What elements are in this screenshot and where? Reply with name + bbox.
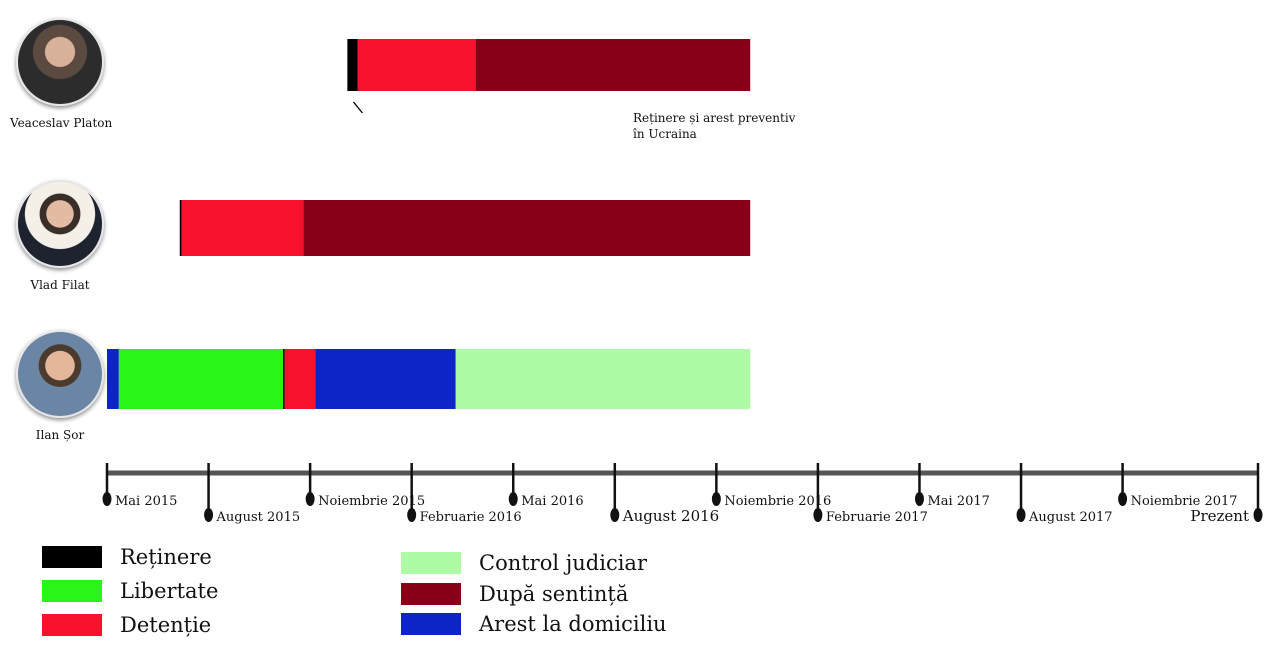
bar-segment-dupa-sentinta — [475, 39, 751, 91]
legend-swatch — [401, 613, 461, 635]
annotation-pointer — [352, 101, 363, 114]
person-name: Vlad Filat — [30, 278, 90, 292]
axis-tick: Mai 2017 — [914, 463, 990, 509]
legend-item-detentie: Detenție — [42, 613, 211, 637]
axis-tick: Noiembrie 2016 — [711, 463, 831, 509]
bar-segment-detentie — [357, 39, 476, 91]
legend-swatch — [42, 614, 102, 636]
bar-segment-libertate — [118, 349, 284, 409]
axis-tick-label: August 2016 — [622, 507, 719, 525]
axis-tick: Prezent — [1190, 463, 1263, 525]
person-veaceslav-platon: Veaceslav Platon — [10, 18, 113, 130]
axis-tick: August 2015 — [204, 463, 300, 525]
bar-segment-control-judiciar — [455, 349, 751, 409]
portrait-icon — [16, 330, 104, 418]
axis-tick: August 2017 — [1016, 463, 1113, 525]
axis-tick: Noiembrie 2017 — [1118, 463, 1238, 509]
axis-tick-label: Prezent — [1190, 507, 1249, 525]
legend-item-arest-domiciliu: Arest la domiciliu — [401, 612, 667, 636]
bar-segment-arest-domiciliu — [107, 349, 119, 409]
axis-tick: Februarie 2016 — [407, 463, 522, 525]
bar-segment-detentie — [284, 349, 316, 409]
bar-segment-dupa-sentinta — [303, 200, 751, 256]
axis-tick-label: Mai 2015 — [115, 494, 177, 509]
bar-segment-retinere — [179, 200, 182, 256]
legend-item-retinere: Reținere — [42, 545, 212, 569]
annotation-note: Reținere și arest preventiv în Ucraina — [633, 110, 795, 142]
legend-label: Arest la domiciliu — [479, 612, 667, 636]
axis-tick-label: Mai 2017 — [927, 494, 989, 509]
legend-item-control-judiciar: Control judiciar — [401, 551, 647, 575]
legend-label: Libertate — [120, 579, 219, 603]
axis-tick: Mai 2015 — [102, 463, 177, 509]
bar-segment-retinere — [283, 349, 285, 409]
legend-swatch — [42, 580, 102, 602]
portrait-icon — [16, 180, 104, 268]
legend-label: Detenție — [120, 613, 212, 637]
bar-segment-retinere — [347, 39, 358, 91]
person-name: Ilan Șor — [35, 428, 85, 442]
legend-swatch — [42, 546, 102, 568]
bar-segment-arest-domiciliu — [315, 349, 456, 409]
legend-label: Control judiciar — [479, 551, 647, 575]
axis-tick: August 2016 — [610, 463, 719, 525]
legend-swatch — [401, 552, 461, 574]
annotation-line-1: Reținere și arest preventiv — [633, 111, 796, 125]
axis-tick: Mai 2016 — [508, 463, 584, 509]
legend-label: Reținere — [120, 545, 212, 569]
axis-tick: Noiembrie 2015 — [305, 463, 425, 509]
legend-item-libertate: Libertate — [42, 579, 218, 603]
annotation-line-2: în Ucraina — [633, 127, 697, 141]
axis-tick-label: Mai 2016 — [521, 494, 583, 509]
axis-tick-label: Februarie 2016 — [420, 510, 522, 525]
bar-segment-detentie — [181, 200, 304, 256]
axis-tick-label: August 2015 — [216, 510, 301, 525]
person-vlad-filat: Vlad Filat — [10, 180, 110, 292]
legend-label: După sentință — [479, 582, 629, 606]
legend-item-dupa-sentinta: După sentință — [401, 582, 628, 606]
axis-tick-label: Noiembrie 2016 — [724, 494, 831, 509]
axis-tick: Februarie 2017 — [813, 463, 928, 525]
portrait-icon — [16, 18, 104, 106]
axis-tick-label: Noiembrie 2017 — [1131, 494, 1238, 509]
axis-tick-label: Noiembrie 2015 — [318, 494, 425, 509]
legend-swatch — [401, 583, 461, 605]
person-name: Veaceslav Platon — [10, 116, 113, 130]
person-ilan-sor: Ilan Șor — [10, 330, 110, 442]
axis-tick-label: Februarie 2017 — [826, 510, 928, 525]
axis-tick-label: August 2017 — [1028, 510, 1113, 525]
